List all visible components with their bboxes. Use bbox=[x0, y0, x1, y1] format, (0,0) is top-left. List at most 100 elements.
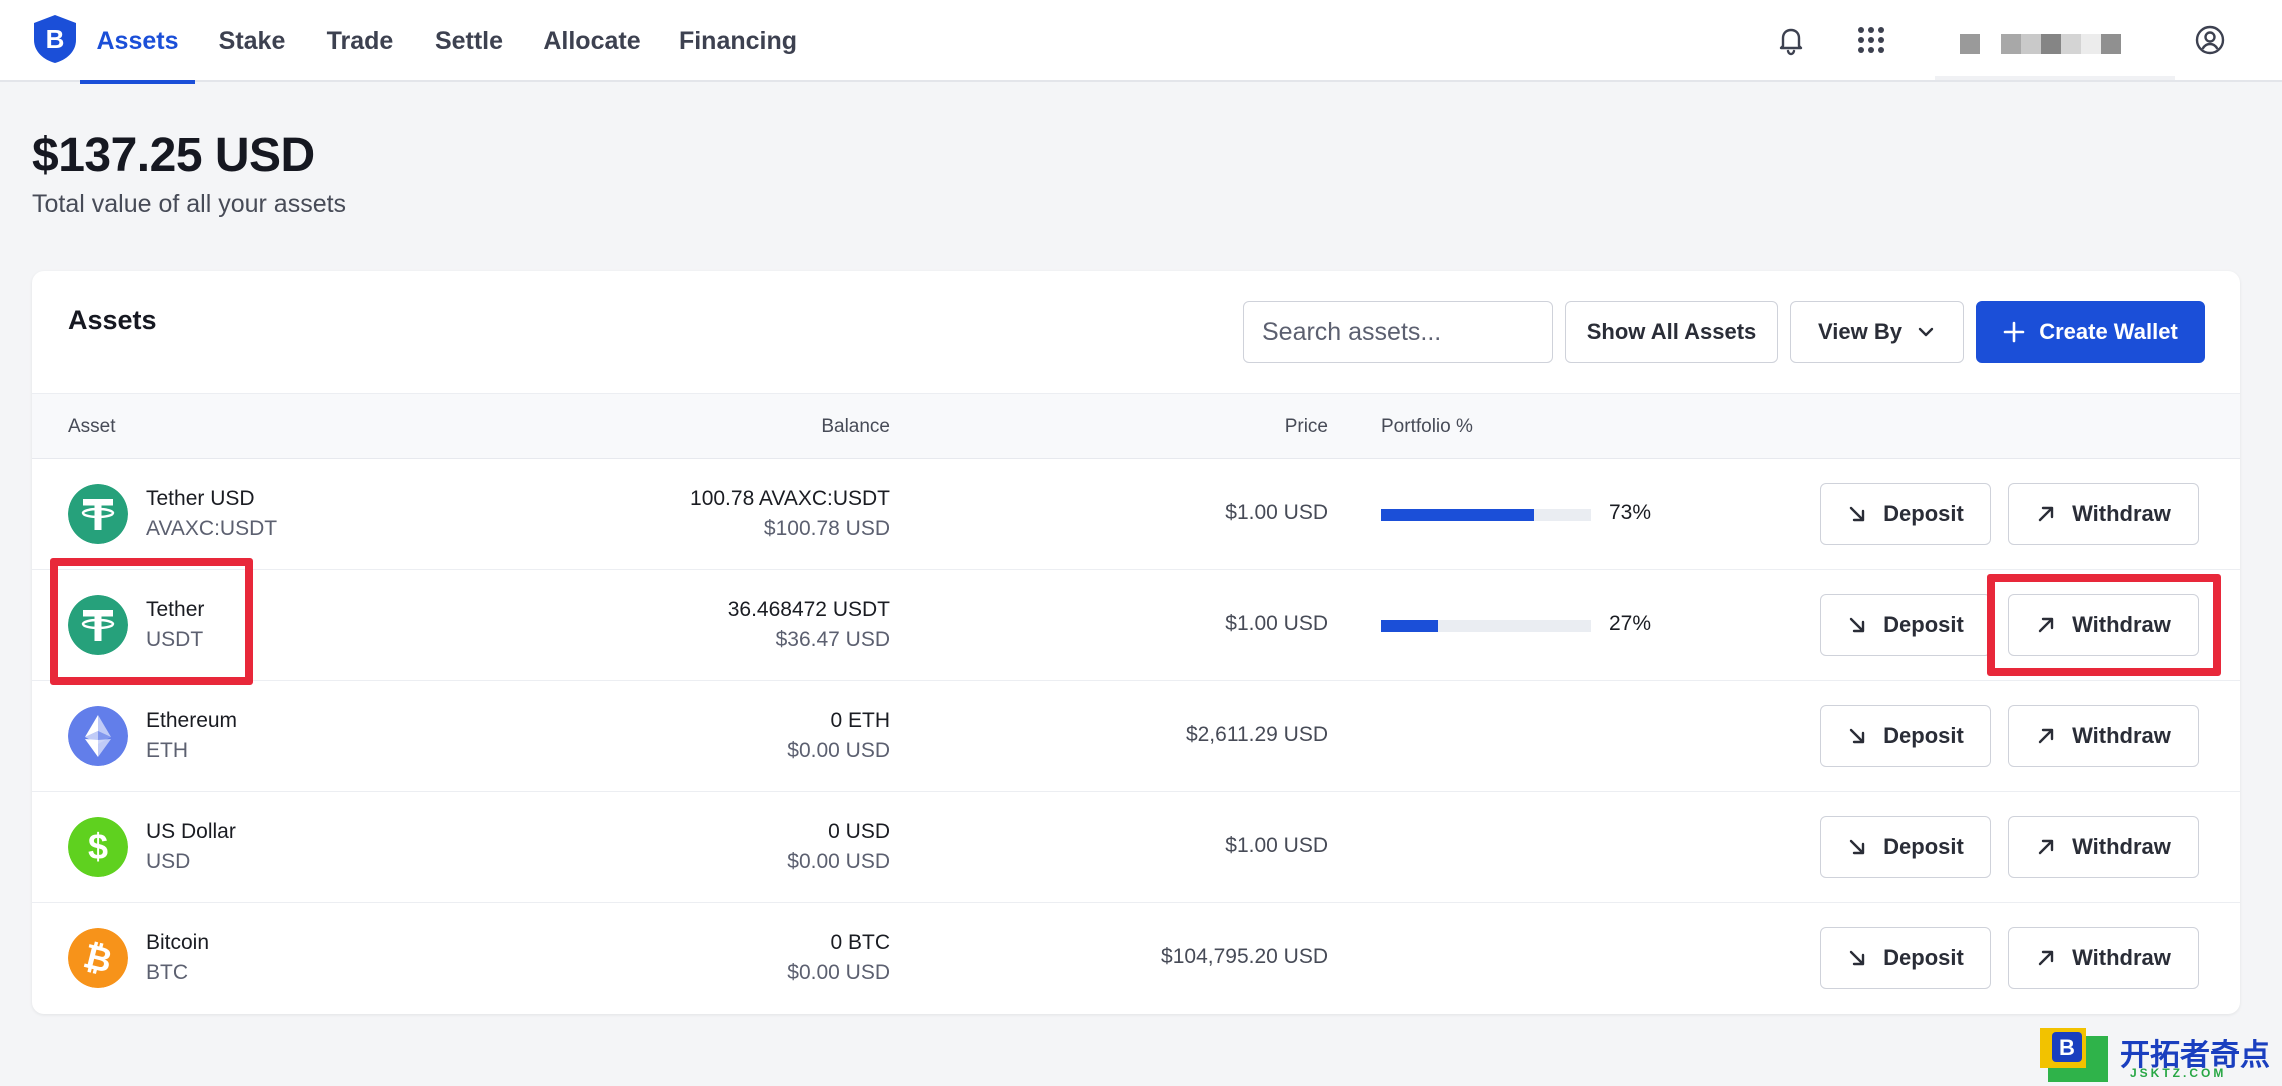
deposit-button[interactable]: Deposit bbox=[1820, 816, 1991, 878]
withdraw-label: Withdraw bbox=[2072, 612, 2171, 637]
tab-financing[interactable]: Financing bbox=[678, 26, 798, 55]
arrow-down-right-icon bbox=[1849, 506, 1865, 522]
asset-balance-usd: $0.00 USD bbox=[787, 739, 890, 762]
tab-settle[interactable]: Settle bbox=[434, 26, 504, 55]
deposit-label: Deposit bbox=[1883, 945, 1964, 970]
tab-allocate[interactable]: Allocate bbox=[543, 26, 641, 55]
asset-balance: 0 BTC bbox=[830, 931, 890, 954]
tether-icon bbox=[68, 595, 128, 655]
withdraw-button[interactable]: Withdraw bbox=[2008, 927, 2199, 989]
arrow-up-right-icon bbox=[2038, 728, 2054, 744]
highlight-withdraw-button bbox=[1987, 574, 2221, 676]
ethereum-icon bbox=[68, 706, 128, 766]
arrow-down-right-icon bbox=[1849, 728, 1865, 744]
asset-symbol: ETH bbox=[146, 739, 188, 762]
svg-text:B: B bbox=[2059, 1035, 2075, 1060]
arrow-up-right-icon bbox=[2038, 617, 2054, 633]
withdraw-button[interactable]: Withdraw bbox=[2008, 705, 2199, 767]
tab-stake[interactable]: Stake bbox=[218, 26, 286, 55]
bell-icon[interactable] bbox=[1773, 22, 1809, 58]
tether-icon bbox=[68, 484, 128, 544]
bitcoin-icon: ₿ bbox=[68, 928, 128, 988]
asset-name: US Dollar bbox=[146, 820, 236, 843]
total-portfolio-value: $137.25 USD bbox=[32, 129, 315, 182]
asset-price: $2,611.29 USD bbox=[1185, 723, 1328, 746]
asset-symbol: AVAXC:USDT bbox=[146, 517, 278, 540]
assets-card: Assets Show All Assets View By Create Wa… bbox=[32, 271, 2240, 1014]
portfolio-bar bbox=[1381, 509, 1591, 521]
portfolio-bar bbox=[1381, 620, 1591, 632]
asset-price: $1.00 USD bbox=[1225, 834, 1328, 857]
withdraw-label: Withdraw bbox=[2072, 501, 2171, 526]
withdraw-label: Withdraw bbox=[2072, 834, 2171, 859]
withdraw-label: Withdraw bbox=[2072, 945, 2171, 970]
asset-balance: 100.78 AVAXC:USDT bbox=[690, 487, 890, 510]
deposit-label: Deposit bbox=[1883, 834, 1964, 859]
view-by-dropdown[interactable]: View By bbox=[1790, 301, 1964, 363]
top-navigation: B Assets Stake Trade Settle Allocate Fin… bbox=[0, 0, 2282, 84]
asset-balance: 36.468472 USDT bbox=[727, 598, 890, 621]
asset-price: $1.00 USD bbox=[1225, 501, 1328, 524]
watermark: B 开拓者奇点 JSKTZ.COM bbox=[2034, 1026, 2282, 1086]
deposit-label: Deposit bbox=[1883, 723, 1964, 748]
column-portfolio: Portfolio % bbox=[1381, 416, 1473, 437]
arrow-up-right-icon bbox=[2038, 950, 2054, 966]
arrow-up-right-icon bbox=[2038, 506, 2054, 522]
column-price: Price bbox=[1284, 416, 1328, 437]
portfolio-percent: 27% bbox=[1609, 612, 1652, 635]
withdraw-label: Withdraw bbox=[2072, 723, 2171, 748]
tab-assets[interactable]: Assets bbox=[80, 0, 195, 84]
arrow-down-right-icon bbox=[1849, 617, 1865, 633]
column-balance: Balance bbox=[821, 416, 890, 437]
watermark-logo-icon: B bbox=[2040, 1028, 2108, 1082]
asset-symbol: BTC bbox=[146, 961, 188, 984]
grid-icon[interactable] bbox=[1853, 22, 1889, 58]
search-assets-input[interactable] bbox=[1243, 301, 1553, 363]
account-name-redacted[interactable] bbox=[1935, 0, 2175, 80]
dollar-icon: $ bbox=[68, 817, 128, 877]
arrow-down-right-icon bbox=[1849, 950, 1865, 966]
asset-balance: 0 ETH bbox=[830, 709, 890, 732]
column-asset: Asset bbox=[68, 416, 116, 437]
asset-name: Tether bbox=[146, 598, 205, 621]
withdraw-button[interactable]: Withdraw bbox=[2008, 483, 2199, 545]
watermark-text: 开拓者奇点 bbox=[2120, 1038, 2270, 1073]
create-wallet-label: Create Wallet bbox=[2039, 319, 2178, 344]
view-by-label: View By bbox=[1818, 319, 1902, 344]
deposit-button[interactable]: Deposit bbox=[1820, 927, 1991, 989]
create-wallet-button[interactable]: Create Wallet bbox=[1976, 301, 2205, 363]
withdraw-button[interactable]: Withdraw bbox=[2008, 816, 2199, 878]
asset-balance-usd: $36.47 USD bbox=[775, 628, 890, 651]
asset-balance-usd: $0.00 USD bbox=[787, 850, 890, 873]
highlight-tether-asset bbox=[50, 558, 253, 685]
asset-balance: 0 USD bbox=[828, 820, 890, 843]
asset-symbol: USDT bbox=[146, 628, 204, 651]
table-row: Tether USDT 36.468472 USDT $36.47 USD $1… bbox=[32, 570, 2240, 681]
withdraw-button[interactable]: Withdraw bbox=[2008, 594, 2199, 656]
svg-text:$: $ bbox=[88, 826, 108, 867]
asset-balance-usd: $100.78 USD bbox=[763, 517, 890, 540]
asset-name: Bitcoin bbox=[146, 931, 210, 954]
show-all-assets-button[interactable]: Show All Assets bbox=[1565, 301, 1778, 363]
table-row: Ethereum ETH 0 ETH $0.00 USD $2,611.29 U… bbox=[32, 681, 2240, 792]
total-value-caption: Total value of all your assets bbox=[32, 190, 347, 218]
deposit-label: Deposit bbox=[1883, 501, 1964, 526]
deposit-button[interactable]: Deposit bbox=[1820, 483, 1991, 545]
deposit-button[interactable]: Deposit bbox=[1820, 705, 1991, 767]
tab-trade[interactable]: Trade bbox=[326, 26, 394, 55]
deposit-button[interactable]: Deposit bbox=[1820, 594, 1991, 656]
arrow-down-right-icon bbox=[1849, 839, 1865, 855]
deposit-label: Deposit bbox=[1883, 612, 1964, 637]
watermark-subtext: JSKTZ.COM bbox=[2130, 1066, 2227, 1080]
table-header: Asset Balance Price Portfolio % bbox=[32, 393, 2240, 459]
plus-icon bbox=[2003, 321, 2025, 343]
show-all-assets-label: Show All Assets bbox=[1586, 319, 1757, 344]
user-circle-icon[interactable] bbox=[2192, 22, 2228, 58]
logo-icon[interactable]: B bbox=[32, 14, 78, 64]
table-row: ₿ Bitcoin BTC 0 BTC $0.00 USD $104,795.2… bbox=[32, 903, 2240, 1014]
portfolio-percent: 73% bbox=[1609, 501, 1652, 524]
asset-symbol: USD bbox=[146, 850, 191, 873]
svg-text:B: B bbox=[46, 24, 65, 54]
table-row: Tether USD AVAXC:USDT 100.78 AVAXC:USDT … bbox=[32, 459, 2240, 570]
arrow-up-right-icon bbox=[2038, 839, 2054, 855]
